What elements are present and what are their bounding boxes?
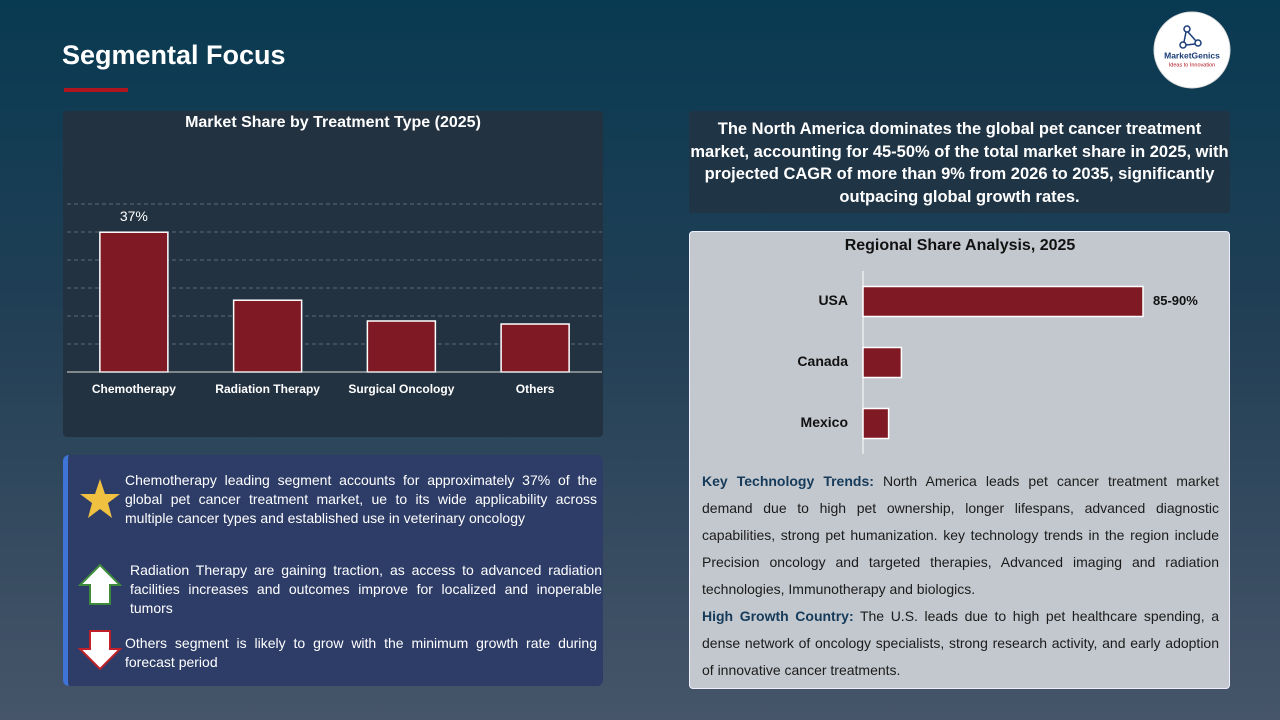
regional-panel: Regional Share Analysis, 2025 USA 85-90% Ca… [689,231,1230,689]
highlight-text: The North America dominates the global p… [690,120,1229,206]
treatment-chart: Market Share by Treatment Type (2025) 37%… [63,111,603,437]
bar [862,346,903,379]
logo-tagline: Ideas to Innovation [1169,62,1215,68]
bullet-text: Others segment is likely to grow with th… [125,635,597,670]
bar [366,320,437,373]
logo-name: MarketGenics [1164,50,1220,60]
bar [232,299,303,373]
up-arrow-icon [78,563,122,605]
note-label: High Growth Country: [702,608,854,624]
chart-title: Regional Share Analysis, 2025 [845,237,1076,254]
regional-chart: Regional Share Analysis, 2025 USA 85-90% Ca… [797,237,1198,454]
logo: MarketGenics Ideas to Innovation [1153,11,1231,89]
bullet-text: Chemotherapy leading segment accounts fo… [125,472,597,526]
x-tick-label: Others [516,382,555,396]
y-tick-label: Canada [797,353,848,369]
highlight-box: The North America dominates the global p… [689,111,1230,213]
note-label: Key Technology Trends: [702,473,874,489]
down-arrow-icon [78,630,122,671]
note: High Growth Country: The U.S. leads due … [702,603,1219,684]
star-icon [80,479,120,518]
title-underline [64,88,128,92]
value-label: 37% [120,208,148,224]
notes: Key Technology Trends: North America lea… [702,468,1219,684]
x-tick-label: Radiation Therapy [215,382,320,396]
bar [500,323,570,373]
bar [862,285,1144,318]
value-label: 85-90% [1153,293,1198,308]
x-tick-label: Chemotherapy [92,382,176,396]
chart-title: Market Share by Treatment Type (2025) [185,114,481,131]
slide-title: Segmental Focus [62,40,286,70]
note: Key Technology Trends: North America lea… [702,468,1219,603]
y-tick-label: USA [818,292,848,308]
note-text: North America leads pet cancer treatment… [702,473,1219,597]
bar [862,407,890,440]
y-tick-label: Mexico [801,414,848,430]
bar [99,231,169,373]
x-tick-label: Surgical Oncology [348,382,454,396]
bullet-text: Radiation Therapy are gaining traction, … [130,562,602,616]
bullet-panel: Chemotherapy leading segment accounts fo… [63,455,603,686]
note-text: The U.S. leads due to high pet healthcar… [702,608,1219,678]
